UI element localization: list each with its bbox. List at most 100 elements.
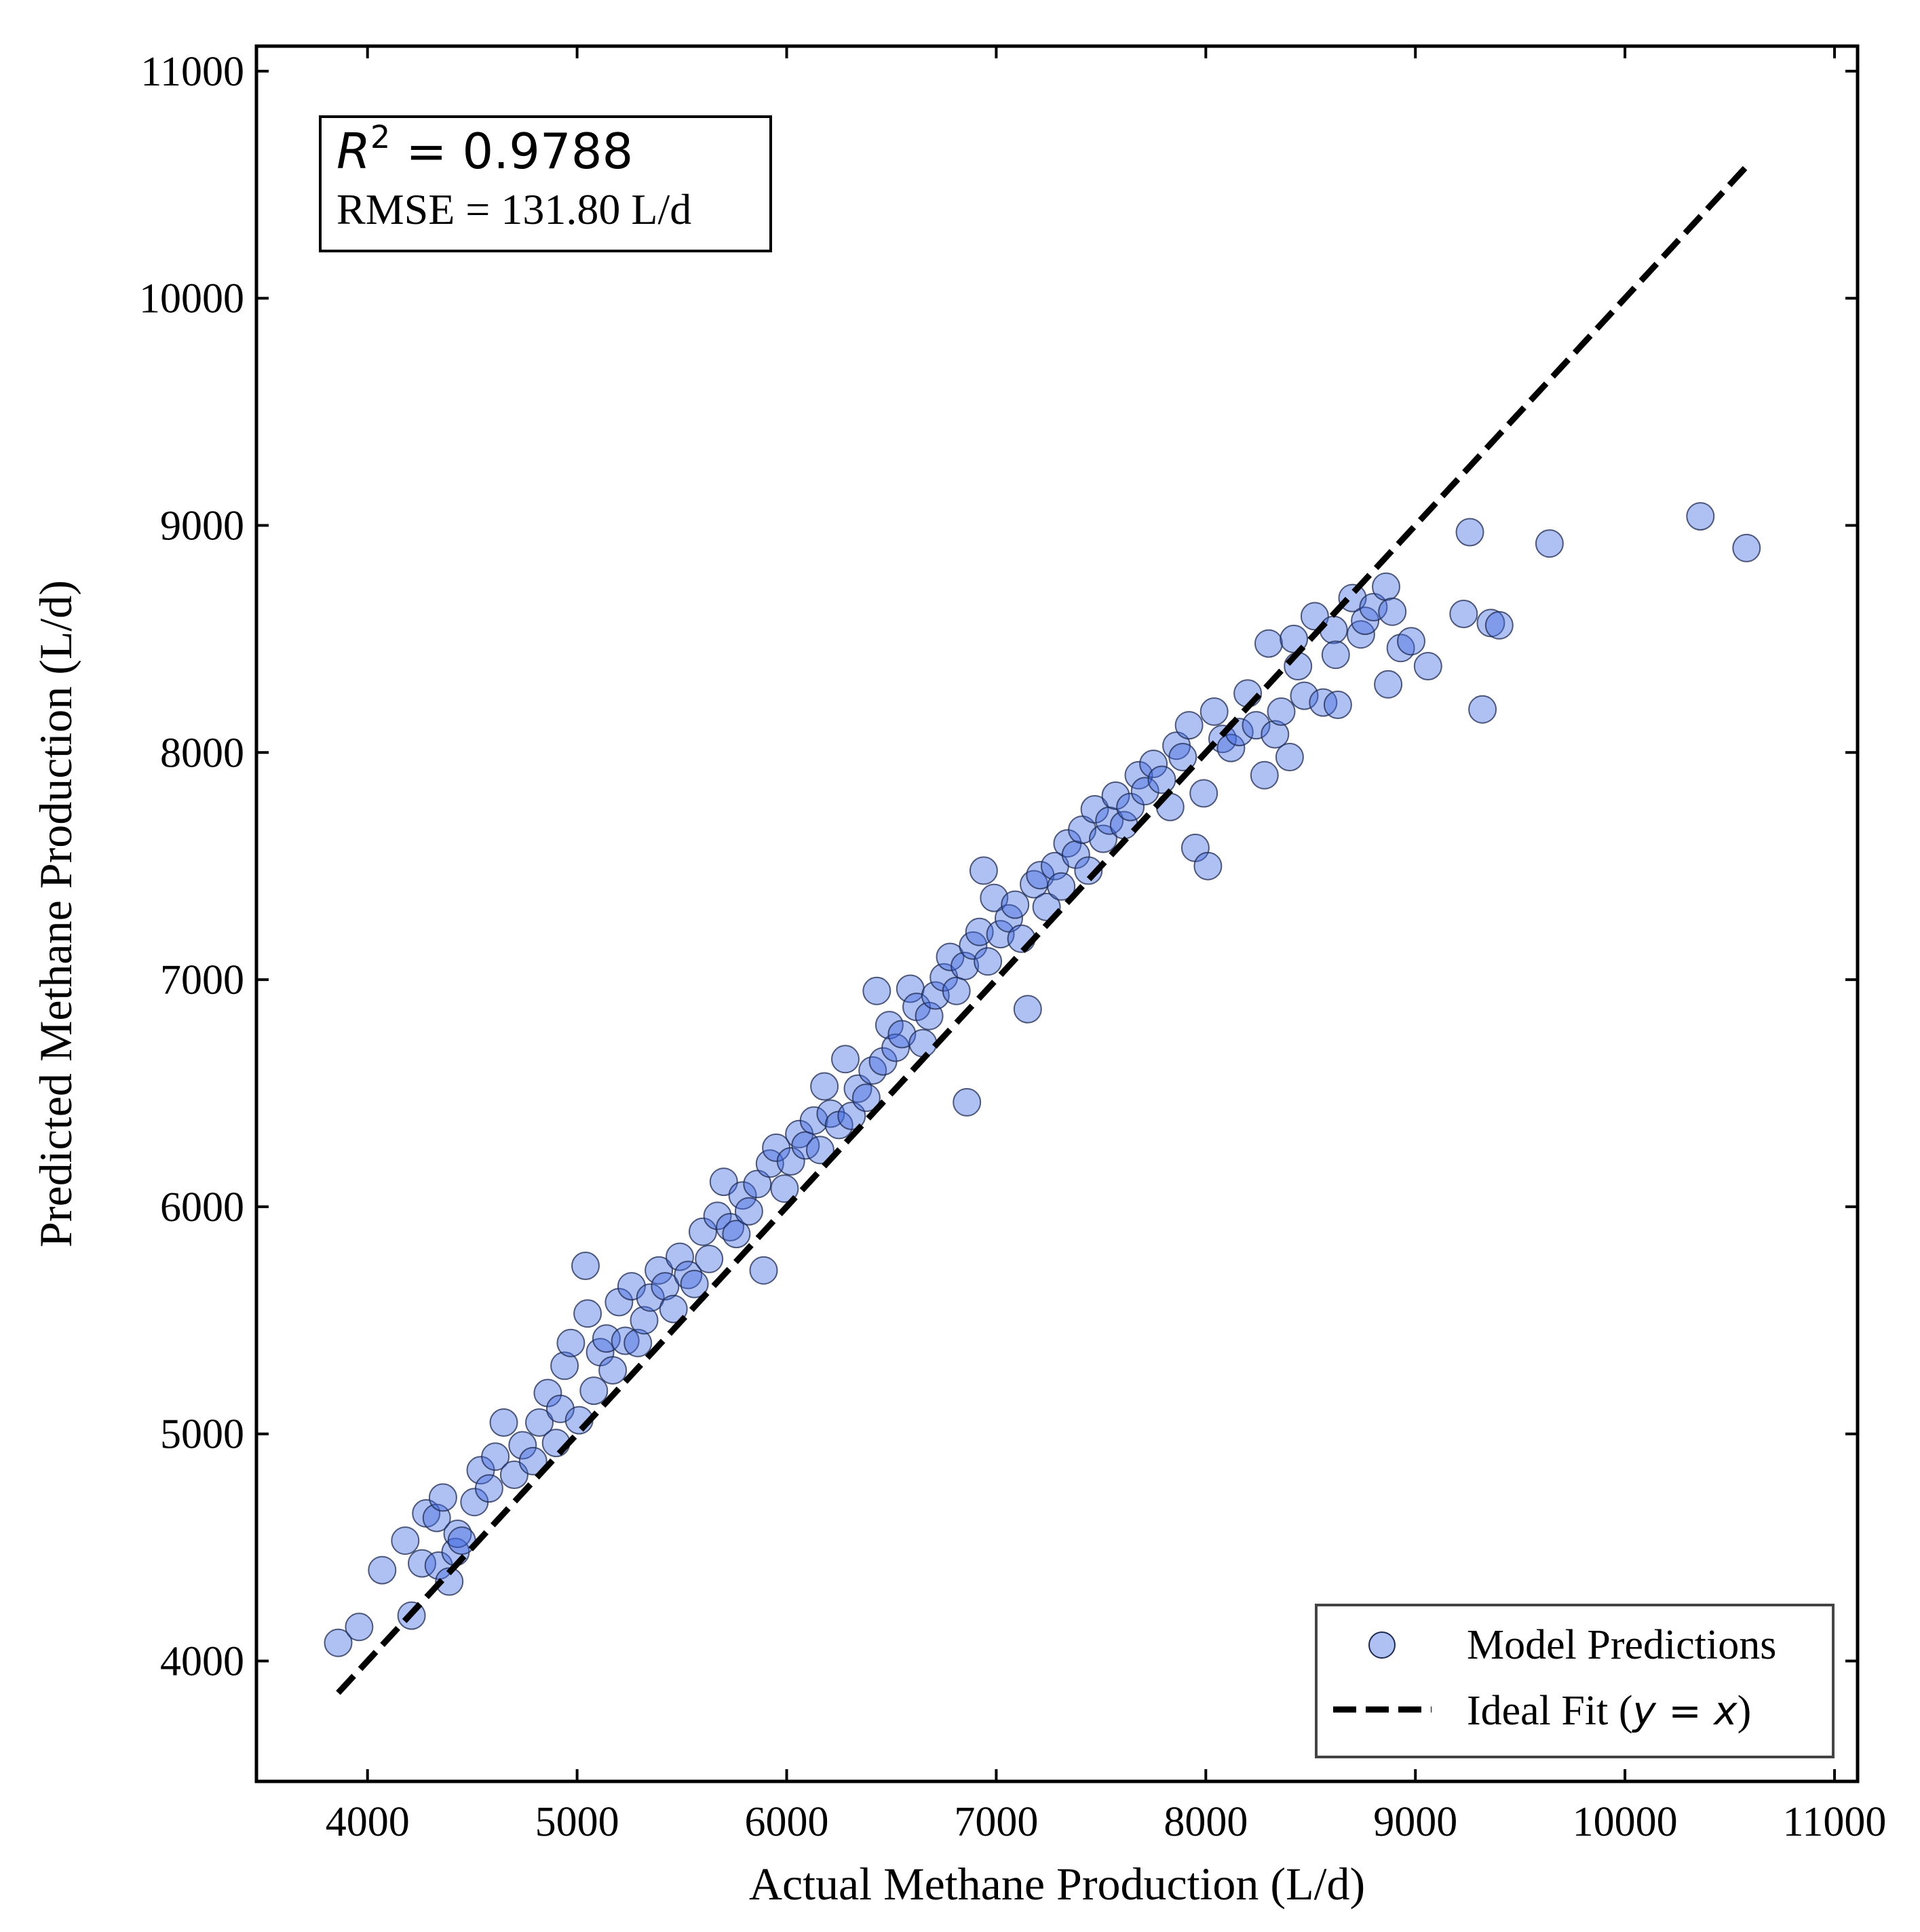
plot-frame (254, 44, 1860, 1783)
points-layer (324, 502, 1761, 1657)
data-point (1686, 502, 1715, 531)
data-point (1397, 627, 1425, 656)
data-point (1242, 711, 1271, 740)
data-point (942, 976, 971, 1005)
legend-label-line-suffix: ) (1737, 1688, 1752, 1734)
data-point (689, 1217, 717, 1246)
data-point (550, 1351, 579, 1380)
data-point (1189, 779, 1218, 808)
legend-label-line-prefix: Ideal Fit ( (1467, 1688, 1633, 1734)
data-point (1139, 750, 1168, 778)
data-point (645, 1256, 674, 1285)
data-point (921, 981, 950, 1010)
data-point (1001, 890, 1030, 919)
data-point (391, 1526, 420, 1556)
legend: Model Predictions Ideal Fit (y = x) (1315, 1604, 1835, 1758)
data-point (887, 1020, 917, 1049)
data-point (810, 1072, 839, 1101)
data-point (1359, 593, 1388, 621)
data-point (368, 1556, 397, 1585)
data-point (481, 1442, 510, 1471)
data-point (1199, 697, 1229, 726)
data-point (1267, 697, 1296, 726)
data-point (1101, 781, 1130, 810)
x-axis-title: Actual Methane Production (L/d) (749, 1858, 1365, 1910)
data-point (965, 917, 994, 946)
data-point (630, 1306, 659, 1335)
data-point (611, 1326, 640, 1355)
data-point (1250, 760, 1279, 790)
data-point (1193, 851, 1223, 881)
data-point (995, 904, 1023, 933)
data-point (1323, 691, 1352, 719)
data-point (728, 1181, 757, 1210)
data-point (1290, 681, 1319, 710)
data-point (579, 1376, 609, 1406)
data-point (525, 1408, 554, 1437)
data-point (1013, 994, 1042, 1024)
data-point (428, 1483, 457, 1512)
data-point (1732, 533, 1761, 562)
data-point (722, 1220, 751, 1249)
data-point (1378, 597, 1407, 626)
x-tick-label: 7000 (954, 1799, 1038, 1845)
data-point (604, 1288, 634, 1317)
data-point (617, 1272, 646, 1301)
ticks-layer: 4000 5000 6000 7000 8000 9000 10000 11000 4000 50… (139, 46, 1886, 1845)
data-point (799, 1106, 828, 1135)
legend-marker-points (1368, 1631, 1396, 1659)
data-point (1216, 733, 1246, 762)
data-point (1080, 795, 1109, 824)
data-point (659, 1294, 688, 1324)
x-tick-label: 10000 (1573, 1799, 1678, 1845)
svg-text:R2 = 0.9788: R2 = 0.9788 (337, 119, 633, 180)
data-point (831, 1045, 860, 1074)
data-point (474, 1474, 503, 1503)
data-point (986, 920, 1015, 949)
data-point (1275, 743, 1304, 771)
data-point (1116, 792, 1145, 822)
data-point (324, 1628, 353, 1657)
r2-exponent: 2 (370, 119, 390, 155)
data-point (908, 1028, 938, 1058)
data-point (508, 1431, 537, 1460)
data-point (680, 1269, 709, 1298)
data-point (1319, 615, 1348, 644)
data-point (1047, 872, 1076, 901)
data-point (755, 1149, 784, 1178)
data-point (1068, 815, 1097, 845)
data-point (805, 1136, 834, 1165)
data-point (1449, 600, 1478, 628)
data-point (1168, 743, 1197, 771)
data-point (489, 1408, 518, 1437)
data-point (776, 1147, 805, 1176)
data-point (1089, 824, 1117, 853)
data-point (345, 1612, 374, 1642)
data-point (1124, 760, 1153, 790)
data-point (571, 1252, 600, 1280)
data-point (695, 1244, 724, 1273)
legend-label-points: Model Predictions (1467, 1622, 1776, 1668)
data-point (651, 1272, 680, 1301)
rmse-text: RMSE = 131.80 L/d (337, 185, 691, 233)
data-point (1174, 711, 1204, 740)
data-point (1351, 606, 1380, 636)
data-point (851, 1083, 881, 1113)
y-tick-label: 10000 (139, 276, 244, 322)
data-point (743, 1170, 772, 1199)
data-point (1130, 777, 1159, 806)
data-point (953, 1087, 982, 1117)
data-point (1261, 720, 1290, 749)
ideal-fit-line (336, 164, 1749, 1695)
r2-symbol: R (337, 123, 370, 180)
legend-label-line-math: y = x (1632, 1688, 1738, 1734)
data-point (862, 976, 891, 1005)
x-tick-label: 8000 (1164, 1799, 1248, 1845)
data-point (1372, 572, 1400, 601)
data-point (703, 1201, 732, 1231)
y-axis-title: Predicted Methane Production (L/d) (30, 580, 81, 1248)
data-point (1321, 640, 1350, 670)
data-point (592, 1324, 621, 1353)
data-point (1484, 611, 1514, 640)
